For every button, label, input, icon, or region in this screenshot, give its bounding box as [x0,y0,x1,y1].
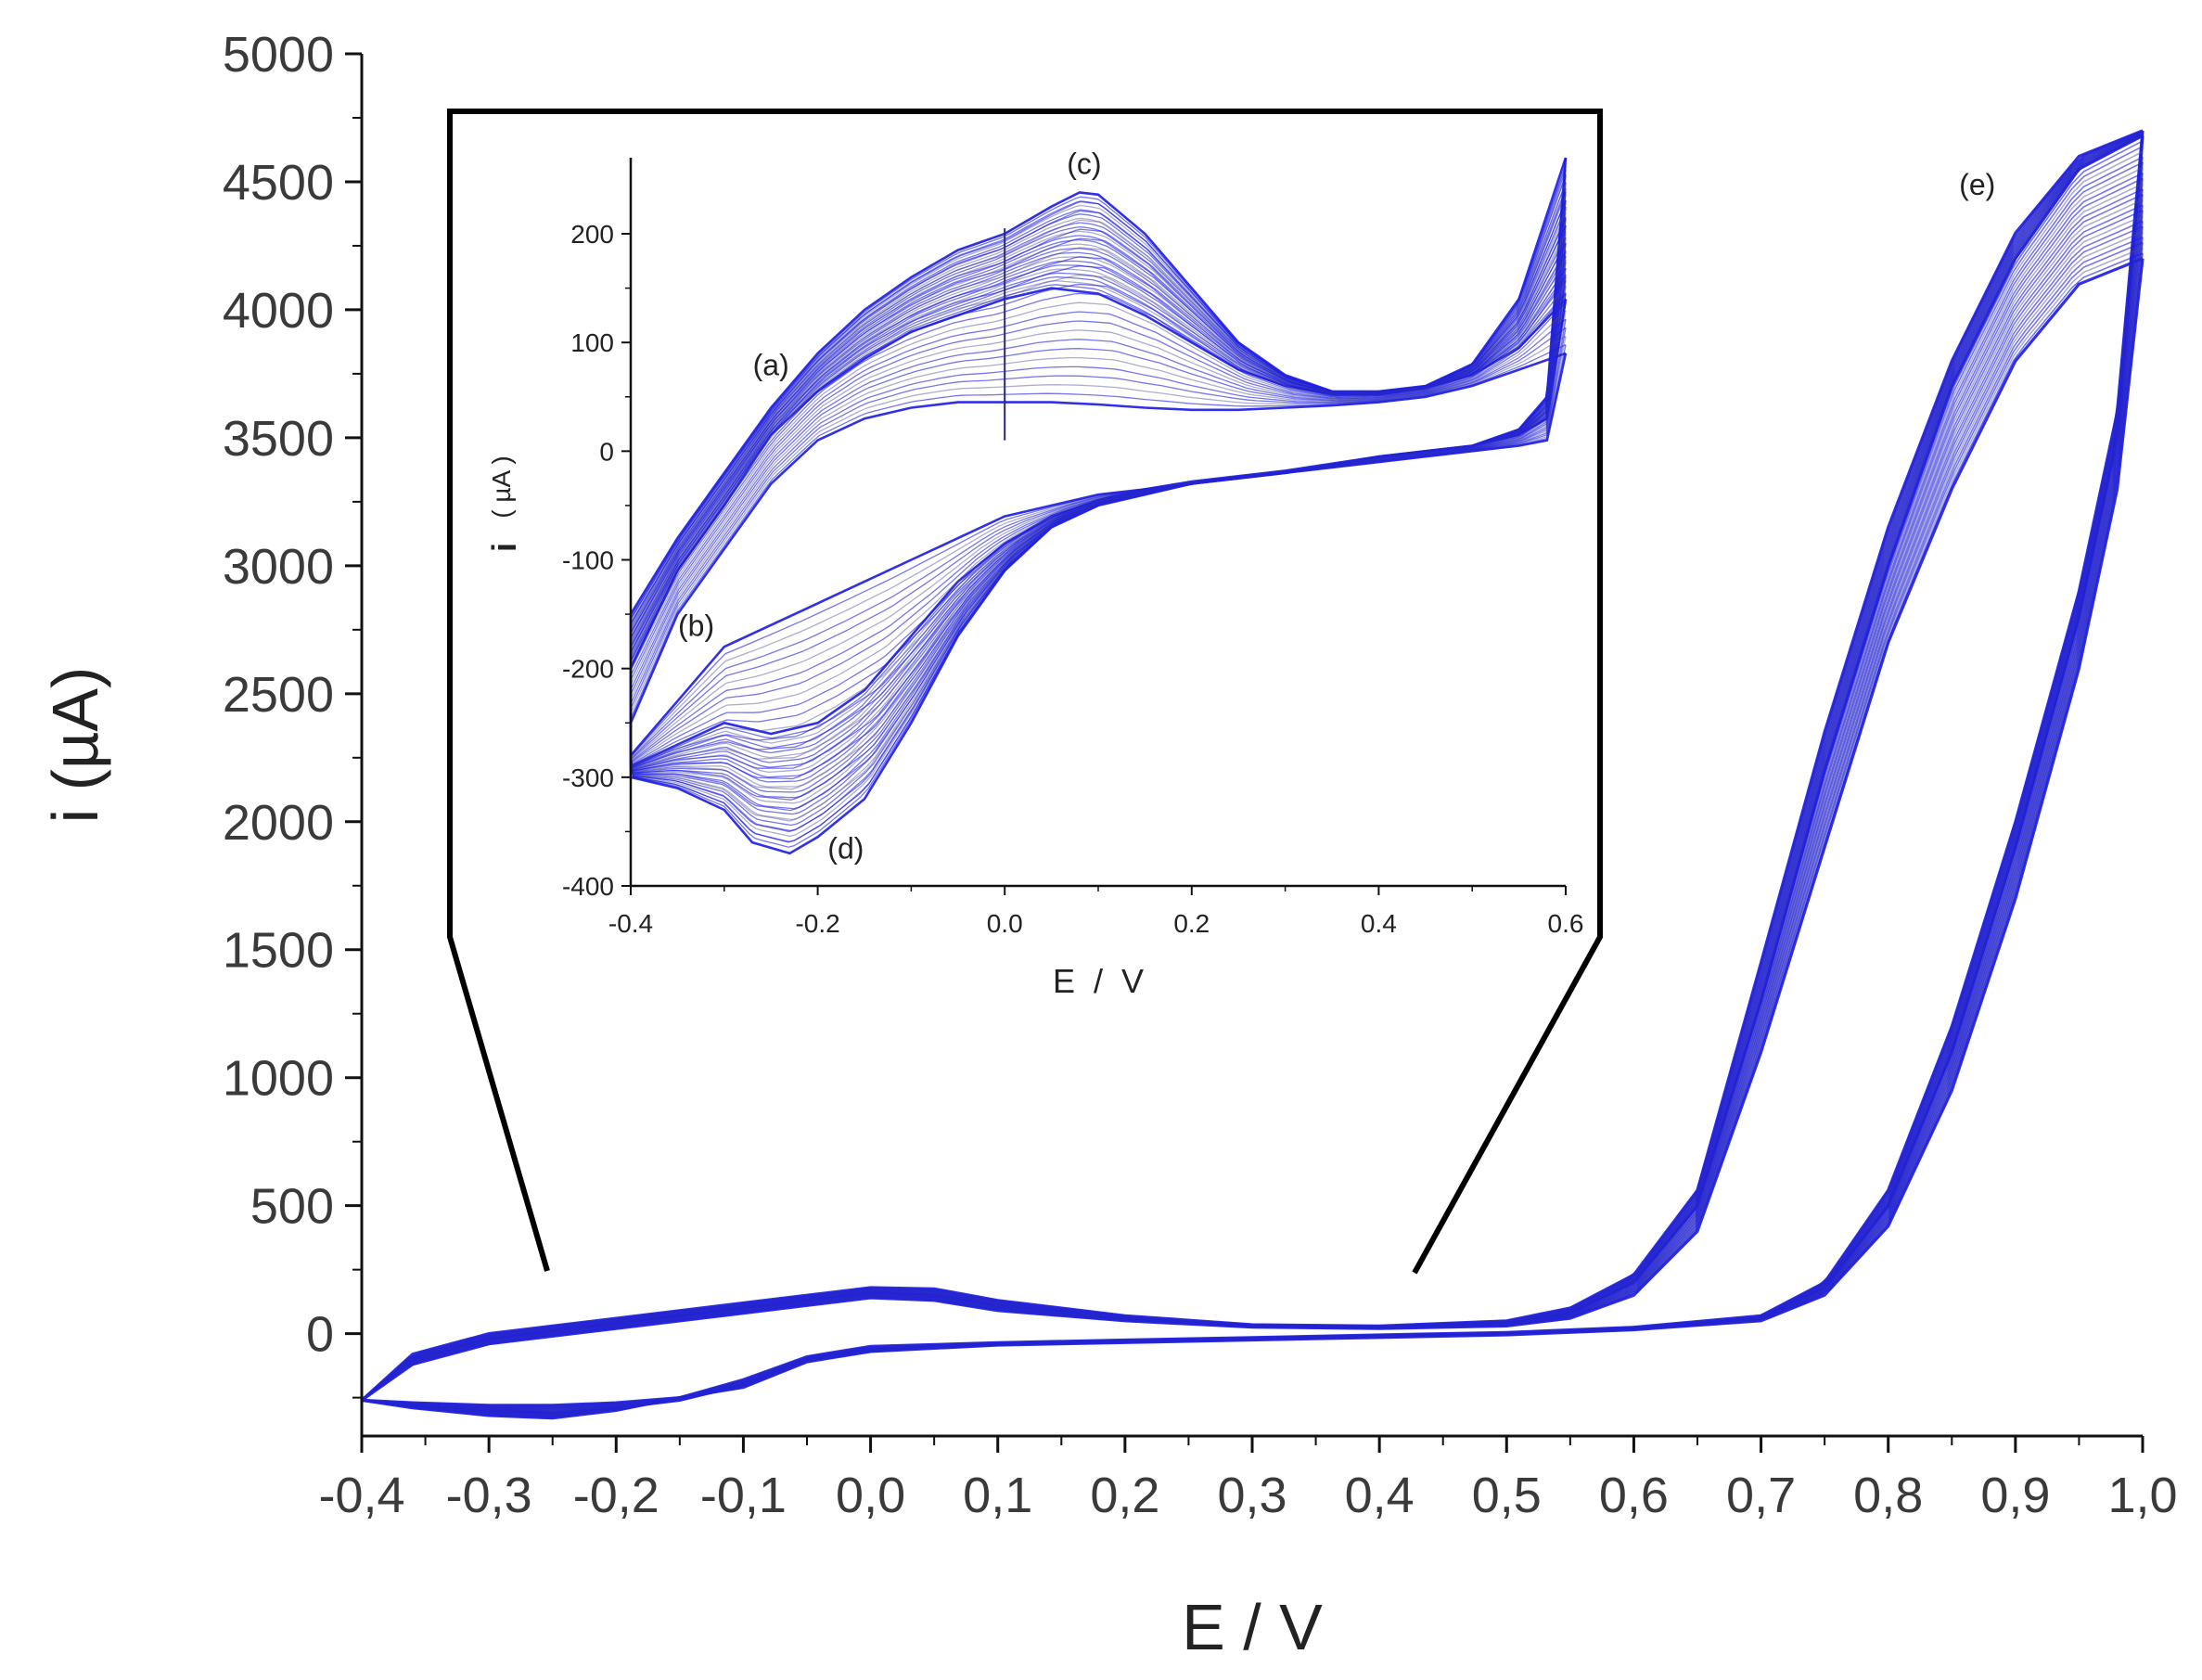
inset-cycle-line [630,276,1567,681]
inset-cycle-line [630,344,1567,719]
main-y-tick-label: 2500 [223,667,334,723]
main-y-tick-label: 3000 [223,539,334,595]
inset-cycle-line [630,276,1567,662]
zoom-bracket-line [447,109,1603,1275]
inset-cycle-line [630,200,1567,632]
inset-axes: -400 -300 -200 -100 0 100 200 -0.4 -0.2 0.0 0.2 0.4… [562,158,1584,938]
main-y-tick-label: 2000 [223,795,334,851]
main-x-tick-label: -0,1 [700,1468,787,1523]
inset-cycle-line [630,224,1567,793]
main-plot: 0500100015002000250030003500400045005000… [39,27,2178,1663]
inset-annotation-label: (d) [827,832,864,866]
main-cycle-line [361,130,2144,1401]
main-x-tick-label: 0,2 [1090,1468,1159,1523]
inset-cycle-line [630,250,1567,774]
main-x-tick-label: -0,2 [573,1468,659,1523]
inset-cycle-line [630,280,1567,664]
main-x-tick-label: -0,4 [318,1468,404,1523]
main-y-axis-title: i (µA) [39,667,111,824]
main-y-tick-label: 1000 [223,1051,334,1107]
main-y-tick-label: 500 [250,1179,334,1235]
inset-cycle-line [630,199,1567,638]
main-y-tick-label: 4500 [223,155,334,211]
inset-cycle-line [630,231,1567,788]
inset-cycle-line [630,259,1567,767]
main-x-tick-label: 0,9 [1980,1468,2050,1523]
main-x-tick-label: 1,0 [2107,1468,2177,1523]
main-axes: 0500100015002000250030003500400045005000… [223,27,2178,1523]
inset-x-tick-label: 0.4 [1361,909,1397,938]
main-y-tick-label: 3500 [223,411,334,467]
inset-x-tick-label: -0.2 [795,909,839,938]
inset-cycle-line [630,206,1567,810]
inset-cycle-line [630,255,1567,771]
main-annotations: (e) [1959,168,1995,201]
inset-annotation-label: (b) [678,609,714,643]
inset-annotation-label: (a) [753,348,789,381]
inset-cycle-line [630,249,1567,650]
main-annotation-label: (e) [1959,168,1995,201]
main-x-tick-label: 0,1 [963,1468,1032,1523]
main-x-tick-label: 0,6 [1599,1468,1669,1523]
main-x-tick-label: 0,8 [1853,1468,1923,1523]
inset-cycle-line [630,344,1567,758]
inset-cycle-line [630,212,1567,804]
inset-cycle-line [630,243,1567,778]
inset-cycle-line [630,182,1567,624]
main-y-tick-label: 5000 [223,27,334,83]
inset-annotation-label: (c) [1067,147,1101,181]
main-x-tick-label: 0,0 [836,1468,905,1523]
inset-cycle-line [630,336,1567,759]
inset-cycle-line [630,250,1567,667]
main-x-tick-label: 0,7 [1726,1468,1796,1523]
inset-x-tick-label: 0.2 [1173,909,1210,938]
inset-cycle-line [630,327,1567,710]
main-x-tick-label: -0,3 [446,1468,532,1523]
zoom-connector [447,109,1603,1275]
main-x-axis-title: E / V [1182,1591,1323,1663]
inset-cycle-line [630,262,1567,771]
inset-cycle-line [630,250,1567,768]
inset-trace-group [629,157,1568,855]
inset-x-tick-label: -0.4 [608,909,653,938]
inset-cycle-line [630,225,1567,653]
inset-y-tick-label: 100 [570,328,614,357]
inset-cycle-line [630,194,1567,821]
main-y-tick-label: 1500 [223,923,334,979]
inset-y-tick-label: -100 [562,546,614,575]
main-x-tick-label: 0,5 [1472,1468,1542,1523]
inset-cycle-line [630,268,1567,770]
main-y-tick-label: 0 [306,1307,334,1363]
main-cycle-line [361,130,2144,1419]
inset-y-axis-title: i [485,543,523,552]
inset-annotations: (a) (b) (c) (d) [678,147,1102,866]
inset-y-tick-label: -200 [562,655,614,684]
inset-y-tick-label: 200 [570,220,614,249]
main-y-tick-label: 4000 [223,283,334,339]
main-x-tick-label: 0,4 [1345,1468,1415,1523]
main-cycle-line [361,252,2144,1402]
main-x-tick-label: 0,3 [1217,1468,1287,1523]
inset-y-tick-label: 0 [599,437,614,466]
inset-cycle-line [630,301,1567,695]
inset-x-axis-title: E / V [1053,962,1144,1000]
inset-x-tick-label: 0.6 [1548,909,1584,938]
inset-cycle-line [630,267,1567,658]
inset-y-tick-label: -400 [562,872,614,901]
inset-plot: -400 -300 -200 -100 0 100 200 -0.4 -0.2 0.0 0.2 0.4… [485,147,1583,1000]
inset-cycle-line [630,219,1567,799]
inset-cycle-line [630,183,1567,629]
inset-y-tick-label: -300 [562,763,614,792]
main-trace-group [360,129,2144,1420]
inset-y-axis-unit: ( µA ) [487,455,516,518]
main-cycle-line [361,252,2144,1406]
inset-cycle-line [630,284,1567,667]
inset-x-tick-label: 0.0 [987,909,1023,938]
inset-cycle-line [630,174,1567,624]
